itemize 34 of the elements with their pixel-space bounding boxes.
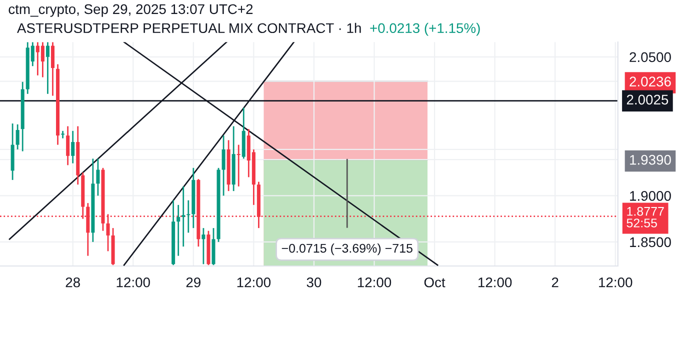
candlestick (176, 204, 180, 257)
candlestick (186, 200, 190, 234)
x-tick-label: 12:00 (478, 277, 512, 288)
y-tick-label: 1.8500 (630, 237, 671, 248)
x-tick-label: 29 (186, 277, 200, 288)
y-tick-label: 2.0500 (630, 52, 671, 62)
x-tick-label: 12:00 (358, 277, 392, 288)
candlestick (61, 130, 65, 140)
x-tick-label: 2 (552, 277, 558, 288)
candlestick (182, 186, 186, 248)
candlestick (50, 42, 55, 96)
candlestick (66, 126, 70, 166)
x-tick-label: 12:00 (116, 277, 150, 288)
candlestick (96, 158, 100, 196)
y-tick-label: 1.9000 (630, 191, 671, 201)
ref-line-label: 2.0025 (626, 94, 668, 105)
chart-subtitle: +0.0213 (+1.15%) (370, 22, 480, 36)
ref-line-label: 1.8777 52:55 (626, 206, 664, 228)
x-tick-label: 12:00 (237, 277, 271, 288)
text: ctm_crypto, Sep 29, 2025 13:07 UTC+2 (8, 4, 253, 17)
candlestick (71, 130, 75, 164)
annotation: −0.0715 (−3.69%) −715 (282, 244, 412, 256)
candlestick (46, 42, 50, 95)
chart-title: ASTERUSDTPERP PERPETUAL MIX CONTRACT · 1h (17, 22, 361, 34)
x-tick-label: 30 (306, 277, 322, 288)
x-tick-label: 28 (66, 277, 80, 288)
candlestick (16, 124, 20, 150)
x-tick-label: Oct (424, 277, 446, 288)
candlestick (222, 134, 226, 196)
candlestick (202, 227, 206, 265)
y-tick-label: 2.0236 (630, 76, 671, 86)
candlestick (236, 144, 240, 188)
y-tick-label: 1.9390 (630, 154, 671, 165)
x-tick-label: 12:00 (599, 277, 632, 288)
